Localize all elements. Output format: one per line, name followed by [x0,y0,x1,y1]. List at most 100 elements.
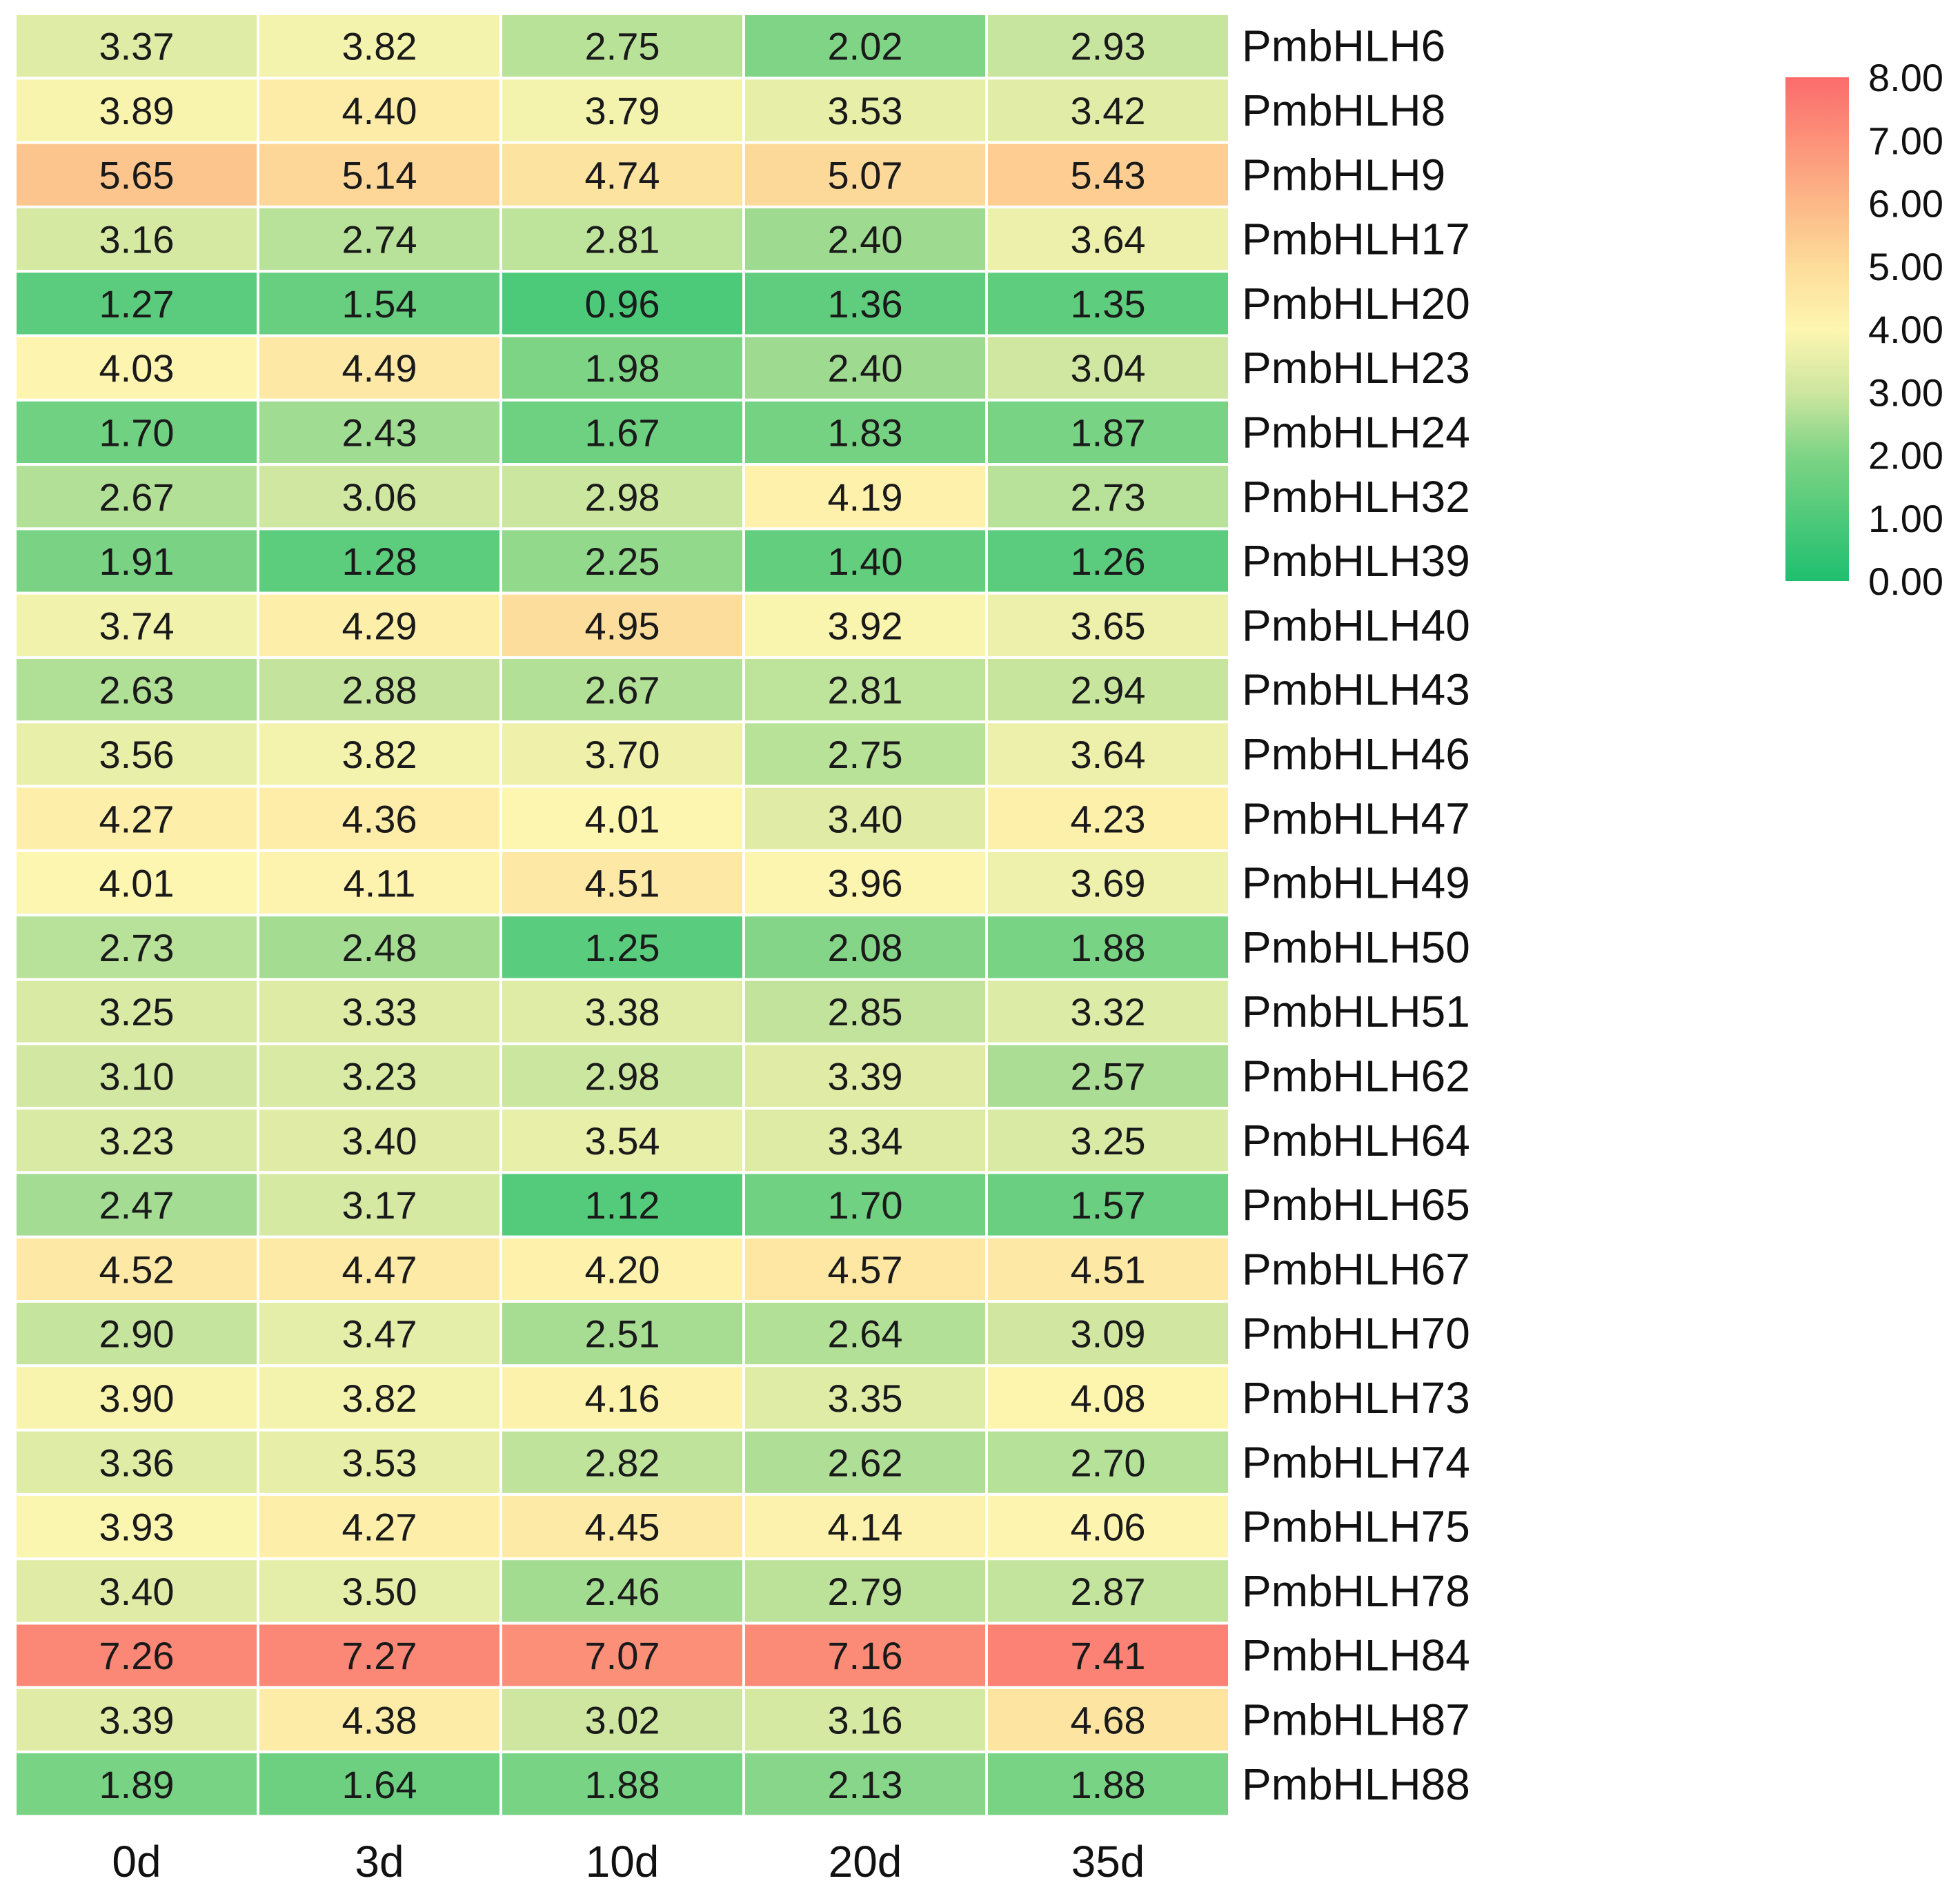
legend-tick-label: 5.00 [1868,245,1943,288]
cell-value: 1.12 [585,1183,660,1227]
heatmap-cell [257,1364,502,1432]
cell-value: 3.64 [1071,733,1146,776]
cell-value: 2.82 [585,1441,660,1484]
cell-value: 3.93 [99,1506,175,1549]
cell-value: 1.28 [342,540,417,583]
heatmap-cell [499,849,745,917]
row-label: PmbHLH51 [1242,987,1470,1036]
cell-value: 2.73 [99,926,175,969]
cell-value: 2.48 [342,926,417,969]
cell-value: 4.08 [1071,1377,1146,1420]
heatmap-cell [257,1107,502,1174]
heatmap-cell [257,270,502,337]
heatmap-cell [14,1492,259,1561]
heatmap-cell [257,205,502,273]
heatmap-cell [499,77,745,144]
heatmap-cell [742,785,988,852]
cell-value: 7.41 [1071,1634,1146,1677]
color-legend: 8.00 7.00 6.00 5.00 4.00 3.00 2.00 1.00 0.00 [1785,56,1943,603]
heatmap-cell [985,591,1231,660]
legend-tick-label: 0.00 [1868,560,1943,603]
cell-value: 3.40 [828,797,903,840]
heatmap-cell [499,270,745,337]
cell-value: 2.40 [828,218,903,262]
heatmap-cell [742,720,988,788]
cell-value: 1.88 [585,1763,660,1806]
cell-value: 2.67 [585,669,660,712]
cell-value: 7.27 [342,1634,417,1677]
cell-value: 3.34 [828,1119,903,1163]
cell-value: 1.91 [99,540,175,583]
cell-value: 4.47 [342,1248,417,1291]
cell-value: 1.67 [585,411,660,454]
cell-value: 3.64 [1071,218,1146,262]
cell-value: 2.43 [342,411,417,454]
heatmap-cell [742,1235,988,1303]
row-label: PmbHLH64 [1242,1116,1470,1165]
cell-value: 1.98 [585,346,660,390]
cell-value: 1.70 [99,411,175,454]
cell-value: 3.74 [99,604,175,647]
cell-value: 4.45 [585,1506,660,1549]
cell-value: 2.74 [342,218,417,262]
row-label: PmbHLH46 [1242,729,1470,779]
column-labels: 0d 3d 10d 20d 35d [112,1837,1145,1886]
cell-value: 2.79 [828,1570,903,1613]
heatmap-cell [742,205,988,273]
cell-value: 2.98 [585,1054,660,1098]
heatmap-cell [14,1557,259,1625]
cell-value: 3.16 [99,218,175,262]
heatmap-cell [14,1621,259,1689]
row-label: PmbHLH75 [1242,1502,1470,1552]
cell-value: 2.81 [828,669,903,712]
cell-value: 4.27 [342,1506,417,1549]
legend-tick-label: 1.00 [1868,497,1943,540]
heatmap-cell [499,1300,745,1368]
cell-value: 3.96 [828,862,903,905]
cell-value: 2.93 [1071,25,1146,68]
cell-value: 2.75 [585,25,660,68]
heatmap-cell [14,849,259,917]
heatmap-cell [499,334,745,402]
row-label: PmbHLH73 [1242,1373,1470,1423]
cell-value: 2.47 [99,1183,175,1227]
cell-value: 3.38 [585,990,660,1034]
heatmap-cell [257,12,502,80]
cell-value: 1.70 [828,1183,903,1227]
cell-value: 3.25 [99,990,175,1034]
heatmap-cell [985,1686,1231,1754]
heatmap-cell [742,1492,988,1561]
cell-value: 3.23 [99,1119,175,1163]
cell-value: 4.36 [342,797,417,840]
cell-value: 7.16 [828,1634,903,1677]
heatmap-cell [985,1042,1231,1110]
column-label: 35d [1071,1837,1145,1886]
heatmap-cell [742,334,988,402]
heatmap-cell [499,1492,745,1561]
heatmap-cell [257,1751,502,1818]
heatmap-cell [499,978,745,1045]
cell-value: 4.14 [828,1506,903,1549]
row-label: PmbHLH70 [1242,1309,1470,1359]
row-label: PmbHLH65 [1242,1180,1470,1230]
cell-value: 2.40 [828,346,903,390]
heatmap-cell [14,77,259,144]
heatmap-cell [14,463,259,531]
cell-value: 4.52 [99,1248,175,1291]
cell-value: 3.65 [1071,604,1146,647]
cell-value: 1.64 [342,1763,417,1806]
cell-value: 3.92 [828,604,903,647]
cell-value: 3.82 [342,1377,417,1420]
cell-value: 3.56 [99,733,175,776]
row-label: PmbHLH17 [1242,215,1470,264]
heatmap-cell [985,334,1231,402]
heatmap-cell [742,914,988,981]
cell-value: 3.89 [99,89,175,132]
cell-value: 3.04 [1071,346,1146,390]
cell-value: 1.57 [1071,1183,1146,1227]
cell-value: 3.82 [342,733,417,776]
row-label: PmbHLH40 [1242,600,1470,650]
heatmap-cell [257,914,502,981]
heatmap-cell [257,334,502,402]
